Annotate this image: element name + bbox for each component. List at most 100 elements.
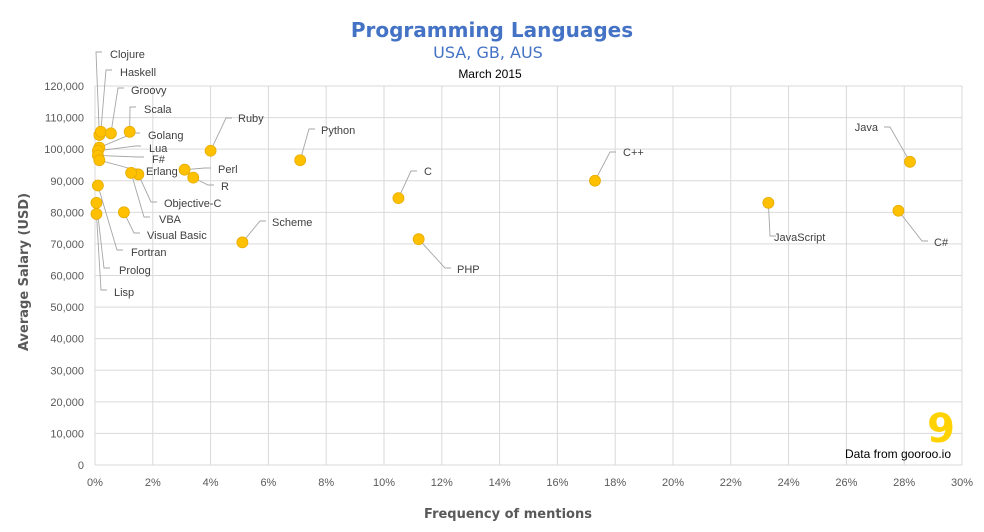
data-point	[125, 166, 138, 179]
point-label: Groovy	[131, 85, 167, 97]
point-label: Objective-C	[164, 198, 222, 210]
leader-line	[398, 170, 417, 199]
y-tick-label: 10,000	[50, 428, 84, 440]
leader-line	[418, 238, 451, 269]
point-label: C#	[934, 237, 949, 249]
data-point	[178, 163, 191, 176]
y-tick-label: 100,000	[44, 144, 84, 156]
y-tick-label: 30,000	[50, 365, 84, 377]
x-axis-ticks: 0% 2% 4% 6% 8% 10% 12% 14% 16% 18% 20% 22% 24% 26% 28%…	[87, 477, 973, 489]
point-label: VBA	[159, 214, 182, 226]
leader-line	[95, 213, 107, 291]
x-tick-label: 0%	[87, 477, 103, 489]
data-point	[589, 174, 601, 187]
data-point	[294, 154, 307, 167]
leader-line	[95, 51, 102, 135]
x-tick-label: 4%	[203, 477, 219, 489]
data-point	[236, 236, 249, 249]
x-tick-label: 28%	[893, 477, 915, 489]
x-tick-label: 24%	[778, 477, 800, 489]
x-tick-label: 12%	[431, 477, 453, 489]
point-label: Prolog	[119, 265, 151, 277]
data-point	[762, 196, 775, 209]
data-point	[90, 196, 103, 209]
data-points	[90, 125, 916, 249]
gooroo-logo: 9	[927, 406, 955, 452]
leader-lines	[95, 51, 928, 291]
x-tick-label: 20%	[662, 477, 684, 489]
y-tick-label: 120,000	[44, 81, 84, 93]
point-label: C	[424, 166, 432, 178]
data-point	[412, 233, 425, 246]
point-label: Lua	[149, 143, 168, 155]
data-point	[123, 125, 136, 138]
leader-line	[123, 212, 140, 234]
x-tick-label: 8%	[318, 477, 334, 489]
x-tick-label: 2%	[145, 477, 161, 489]
leader-line	[594, 151, 616, 181]
x-tick-label: 30%	[951, 477, 973, 489]
point-label: C++	[623, 147, 644, 159]
point-label: Golang	[148, 130, 183, 142]
data-point	[892, 204, 905, 217]
chart-subtitle: USA, GB, AUS	[433, 43, 543, 62]
x-axis-title: Frequency of mentions	[424, 507, 592, 522]
data-point	[90, 208, 103, 220]
leader-line	[97, 185, 123, 251]
y-tick-label: 40,000	[50, 334, 84, 346]
data-point	[91, 179, 104, 192]
point-label: R	[221, 181, 229, 193]
y-tick-label: 20,000	[50, 397, 84, 409]
data-point	[392, 192, 405, 205]
y-tick-label: 90,000	[50, 176, 84, 188]
point-label: Erlang	[146, 166, 178, 178]
y-axis-ticks: 0 10,000 20,000 30,000 40,000 50,000 60,000 70,…	[44, 81, 84, 472]
leader-line	[767, 202, 776, 237]
point-label: Java	[855, 122, 879, 134]
point-label: Visual Basic	[147, 230, 207, 242]
leader-line	[97, 155, 144, 158]
y-tick-label: 80,000	[50, 207, 84, 219]
x-tick-label: 16%	[546, 477, 568, 489]
y-tick-label: 60,000	[50, 271, 84, 283]
point-label: Ruby	[238, 113, 264, 125]
leader-line	[898, 210, 928, 242]
leader-line	[97, 145, 141, 152]
data-point	[204, 144, 217, 157]
point-label: F#	[152, 154, 166, 166]
leader-line	[110, 87, 124, 134]
x-tick-label: 22%	[720, 477, 742, 489]
x-tick-label: 18%	[604, 477, 626, 489]
chart-date: March 2015	[458, 67, 522, 81]
point-label: PHP	[457, 264, 480, 276]
data-point	[93, 154, 106, 167]
point-label: Haskell	[120, 67, 156, 79]
leader-line	[299, 128, 315, 161]
gridlines	[94, 85, 963, 466]
leader-line	[129, 106, 136, 132]
chart-title: Programming Languages	[351, 18, 633, 42]
data-point	[187, 171, 200, 184]
leader-line	[130, 172, 150, 218]
source-credit: Data from gooroo.io	[845, 447, 951, 461]
y-tick-label: 0	[78, 460, 84, 472]
x-tick-label: 6%	[260, 477, 276, 489]
point-label: Clojure	[110, 49, 145, 61]
point-label: JavaScript	[774, 232, 825, 244]
x-tick-label: 26%	[835, 477, 857, 489]
point-label: Scala	[144, 104, 172, 116]
leader-line	[210, 117, 232, 151]
y-tick-label: 50,000	[50, 302, 84, 314]
leader-line	[137, 174, 157, 203]
point-label: Perl	[218, 164, 238, 176]
data-point	[104, 127, 117, 140]
gooroo-logo-icon: 9	[927, 406, 955, 452]
y-tick-label: 110,000	[45, 113, 84, 125]
x-tick-label: 10%	[373, 477, 395, 489]
data-point	[904, 155, 916, 168]
leader-line	[100, 69, 112, 132]
leader-line	[184, 167, 211, 171]
leader-line	[242, 220, 266, 243]
data-point	[118, 206, 130, 219]
